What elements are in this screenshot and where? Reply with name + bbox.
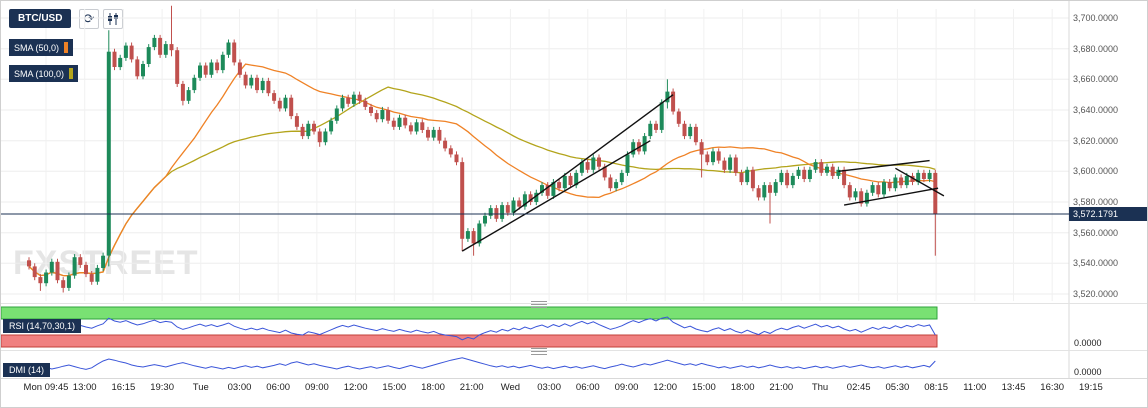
indicator-badge-sma50[interactable]: SMA (50,0) bbox=[9, 39, 74, 56]
time-tick-label: Tue bbox=[192, 382, 209, 393]
time-tick-label: Wed bbox=[500, 382, 521, 393]
time-tick-label: 18:00 bbox=[421, 382, 445, 393]
price-axis[interactable]: 3,700.0000 3,680.0000 3,660.0000 3,640.0000… bbox=[1073, 1, 1147, 303]
time-tick-label: 19:30 bbox=[150, 382, 174, 393]
time-tick-label: 02:45 bbox=[846, 382, 871, 393]
indicator-color-strip bbox=[69, 68, 74, 79]
time-tick-label: 12:00 bbox=[343, 382, 368, 393]
price-tick-label: 3,580.0000 bbox=[1073, 197, 1119, 207]
time-tick-label: 16:30 bbox=[1040, 382, 1065, 393]
time-tick-label: 09:00 bbox=[305, 382, 329, 393]
price-tick-label: 3,560.0000 bbox=[1073, 227, 1119, 238]
indicator-label-sma50: SMA (50,0) bbox=[14, 42, 60, 53]
time-tick-label: 19:15 bbox=[1079, 382, 1103, 393]
price-tick-label: 3,640.0000 bbox=[1073, 105, 1119, 115]
price-tick-label: 3,600.0000 bbox=[1073, 166, 1119, 177]
rsi-indicator-label[interactable]: RSI (14,70,30,1) bbox=[3, 319, 82, 333]
time-tick-label: 08:15 bbox=[924, 382, 948, 393]
indicator-badge-sma100[interactable]: SMA (100,0) bbox=[9, 65, 79, 82]
price-tick-label: 3,620.0000 bbox=[1073, 135, 1119, 146]
indicator-color-strip bbox=[64, 42, 69, 53]
time-tick-label: 15:00 bbox=[382, 382, 407, 393]
time-tick-label: 06:00 bbox=[575, 382, 600, 393]
time-tick-label: 03:00 bbox=[227, 382, 252, 393]
symbol-button[interactable]: BTC/USD bbox=[9, 9, 72, 28]
time-tick-label: 15:00 bbox=[692, 382, 716, 393]
time-tick-label: 13:45 bbox=[1001, 382, 1026, 393]
dmi-indicator-label[interactable]: DMI (14) bbox=[3, 363, 51, 377]
price-tick-label: 3,700.0000 bbox=[1073, 13, 1119, 23]
price-tick-label: 3,660.0000 bbox=[1073, 74, 1119, 85]
time-tick-label: 09:00 bbox=[614, 382, 639, 393]
time-tick-label: Mon 09:45 bbox=[23, 382, 69, 393]
rsi-axis-value: 0.0000 bbox=[1074, 338, 1102, 348]
time-tick-label: 21:00 bbox=[769, 382, 794, 393]
time-tick-label: 12:00 bbox=[653, 382, 678, 393]
time-tick-label: 16:15 bbox=[111, 382, 136, 393]
panel-resize-handle-icon[interactable] bbox=[531, 301, 547, 308]
time-tick-label: 13:00 bbox=[72, 382, 97, 393]
time-tick-label: 11:00 bbox=[963, 382, 987, 393]
indicator-label-sma100: SMA (100,0) bbox=[14, 68, 65, 79]
time-axis[interactable]: Mon 09:45 13:00 16:15 19:30 Tue 03:00 06:00 09:… bbox=[1, 382, 1147, 398]
time-tick-label: 18:00 bbox=[730, 382, 755, 393]
price-tick-label: 3,540.0000 bbox=[1073, 258, 1119, 269]
dmi-axis-value: 0.0000 bbox=[1074, 367, 1102, 377]
price-tick-label: 3,520.0000 bbox=[1073, 289, 1119, 299]
time-tick-label: 21:00 bbox=[459, 382, 484, 393]
time-tick-label: 03:00 bbox=[537, 382, 561, 393]
panel-resize-handle-icon[interactable] bbox=[531, 348, 547, 355]
time-tick-label: 06:00 bbox=[266, 382, 291, 393]
current-price-badge: 3,572.1791 bbox=[1069, 206, 1147, 221]
price-tick-label: 3,680.0000 bbox=[1073, 43, 1119, 54]
time-tick-label: 05:30 bbox=[885, 382, 910, 393]
time-tick-label: Thu bbox=[811, 382, 829, 393]
